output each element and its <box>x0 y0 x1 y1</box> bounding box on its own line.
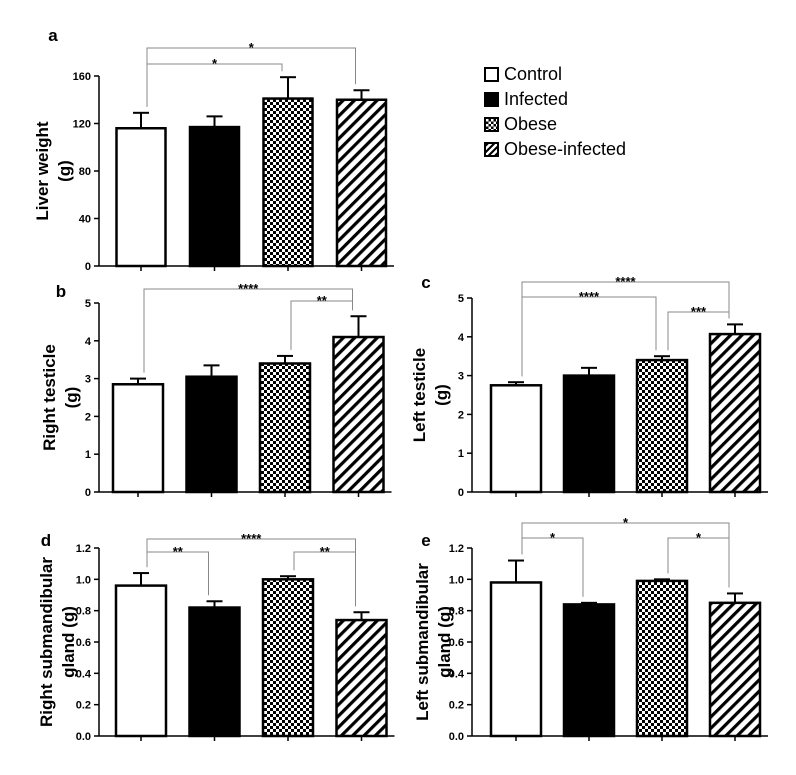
legend-label: Obese-infected <box>504 139 627 159</box>
significance-label: **** <box>615 274 636 289</box>
bar <box>635 579 689 738</box>
y-tick-label: 0.2 <box>449 700 464 712</box>
y-axis-label: (g) <box>62 387 81 409</box>
y-axis-label: Left submandibular <box>413 563 432 721</box>
panel-label: a <box>48 26 58 45</box>
y-tick-label: 40 <box>79 214 91 226</box>
bar <box>635 358 689 494</box>
panel-label: b <box>56 282 66 301</box>
y-tick-label: 2 <box>458 409 464 421</box>
legend: Control Infected Obese Obese-infected <box>484 62 626 162</box>
significance-label: **** <box>238 281 259 296</box>
y-tick-label: 160 <box>73 71 91 83</box>
bar <box>261 578 315 738</box>
y-axis-label: Right submandibular <box>37 557 56 727</box>
legend-item-obese: Obese <box>484 112 626 137</box>
y-tick-label: 0.8 <box>449 606 464 618</box>
legend-item-obese-infected: Obese-infected <box>484 137 626 162</box>
y-axis-label: Liver weight <box>33 121 52 221</box>
legend-swatch-hatch <box>484 142 499 157</box>
bar <box>335 618 388 738</box>
panel-label: d <box>41 531 51 550</box>
bar <box>115 127 167 268</box>
bar <box>332 335 385 494</box>
y-tick-label: 0.6 <box>76 637 91 649</box>
y-tick-label: 0 <box>85 487 91 499</box>
y-axis-label: (g) <box>55 160 74 182</box>
significance-label: * <box>249 40 255 55</box>
legend-swatch-black <box>484 92 499 107</box>
y-tick-label: 4 <box>85 336 92 348</box>
panel-label: e <box>421 531 430 550</box>
y-tick-label: 3 <box>458 371 464 383</box>
significance-bracket <box>521 281 730 377</box>
y-axis-label: Right testicle <box>40 344 59 451</box>
y-axis-label: (g) <box>432 384 451 406</box>
y-tick-label: 5 <box>85 298 91 310</box>
y-tick-label: 4 <box>458 332 465 344</box>
y-tick-label: 0 <box>458 487 464 499</box>
legend-swatch-white <box>484 67 499 82</box>
bar <box>188 606 241 738</box>
significance-label: ** <box>317 293 328 308</box>
significance-label: * <box>623 515 629 530</box>
bar <box>708 332 762 494</box>
bar <box>335 98 388 268</box>
legend-item-infected: Infected <box>484 87 626 112</box>
bar <box>489 384 543 494</box>
y-tick-label: 0.0 <box>449 731 464 743</box>
y-tick-label: 5 <box>458 293 464 305</box>
y-tick-label: 1.0 <box>76 574 91 586</box>
significance-label: **** <box>241 531 262 546</box>
significance-bracket <box>146 538 356 607</box>
legend-item-control: Control <box>484 62 626 87</box>
significance-label: * <box>550 530 556 545</box>
legend-label: Infected <box>504 89 569 109</box>
bar <box>114 584 168 738</box>
y-axis-label: gland (g) <box>59 606 78 678</box>
y-tick-label: 0.4 <box>76 668 92 680</box>
y-tick-label: 0.4 <box>449 668 465 680</box>
significance-label: ** <box>173 544 184 559</box>
bar <box>708 601 762 738</box>
y-tick-label: 0 <box>85 261 91 273</box>
bar <box>185 375 238 494</box>
bar <box>262 97 314 268</box>
y-tick-label: 1 <box>458 448 464 460</box>
y-axis-label: Left testicle <box>410 348 429 442</box>
y-tick-label: 0.8 <box>76 606 91 618</box>
bar <box>562 374 616 494</box>
y-axis-label: gland (g) <box>435 606 454 678</box>
significance-label: * <box>696 530 702 545</box>
legend-label: Control <box>504 64 563 84</box>
significance-label: **** <box>579 289 600 304</box>
y-tick-label: 3 <box>85 374 91 386</box>
y-tick-label: 1.2 <box>76 543 91 555</box>
y-tick-label: 2 <box>85 411 91 423</box>
significance-bracket <box>146 47 356 107</box>
bar <box>258 362 312 494</box>
y-tick-label: 1 <box>85 449 91 461</box>
panel-label: c <box>421 273 430 292</box>
y-tick-label: 0.2 <box>76 700 91 712</box>
bar <box>562 603 616 738</box>
y-tick-label: 0.0 <box>76 731 91 743</box>
significance-bracket <box>521 522 730 588</box>
significance-bracket <box>143 288 353 373</box>
bar <box>188 125 241 268</box>
y-tick-label: 1.0 <box>449 574 464 586</box>
y-tick-label: 80 <box>79 166 91 178</box>
bar <box>489 581 543 738</box>
y-tick-label: 120 <box>73 119 91 131</box>
significance-label: * <box>212 56 218 71</box>
legend-label: Obese <box>504 114 558 134</box>
significance-label: ** <box>320 544 331 559</box>
legend-swatch-checker <box>484 117 499 132</box>
bar <box>111 383 165 494</box>
y-tick-label: 1.2 <box>449 543 464 555</box>
y-tick-label: 0.6 <box>449 637 464 649</box>
significance-label: *** <box>691 304 707 319</box>
